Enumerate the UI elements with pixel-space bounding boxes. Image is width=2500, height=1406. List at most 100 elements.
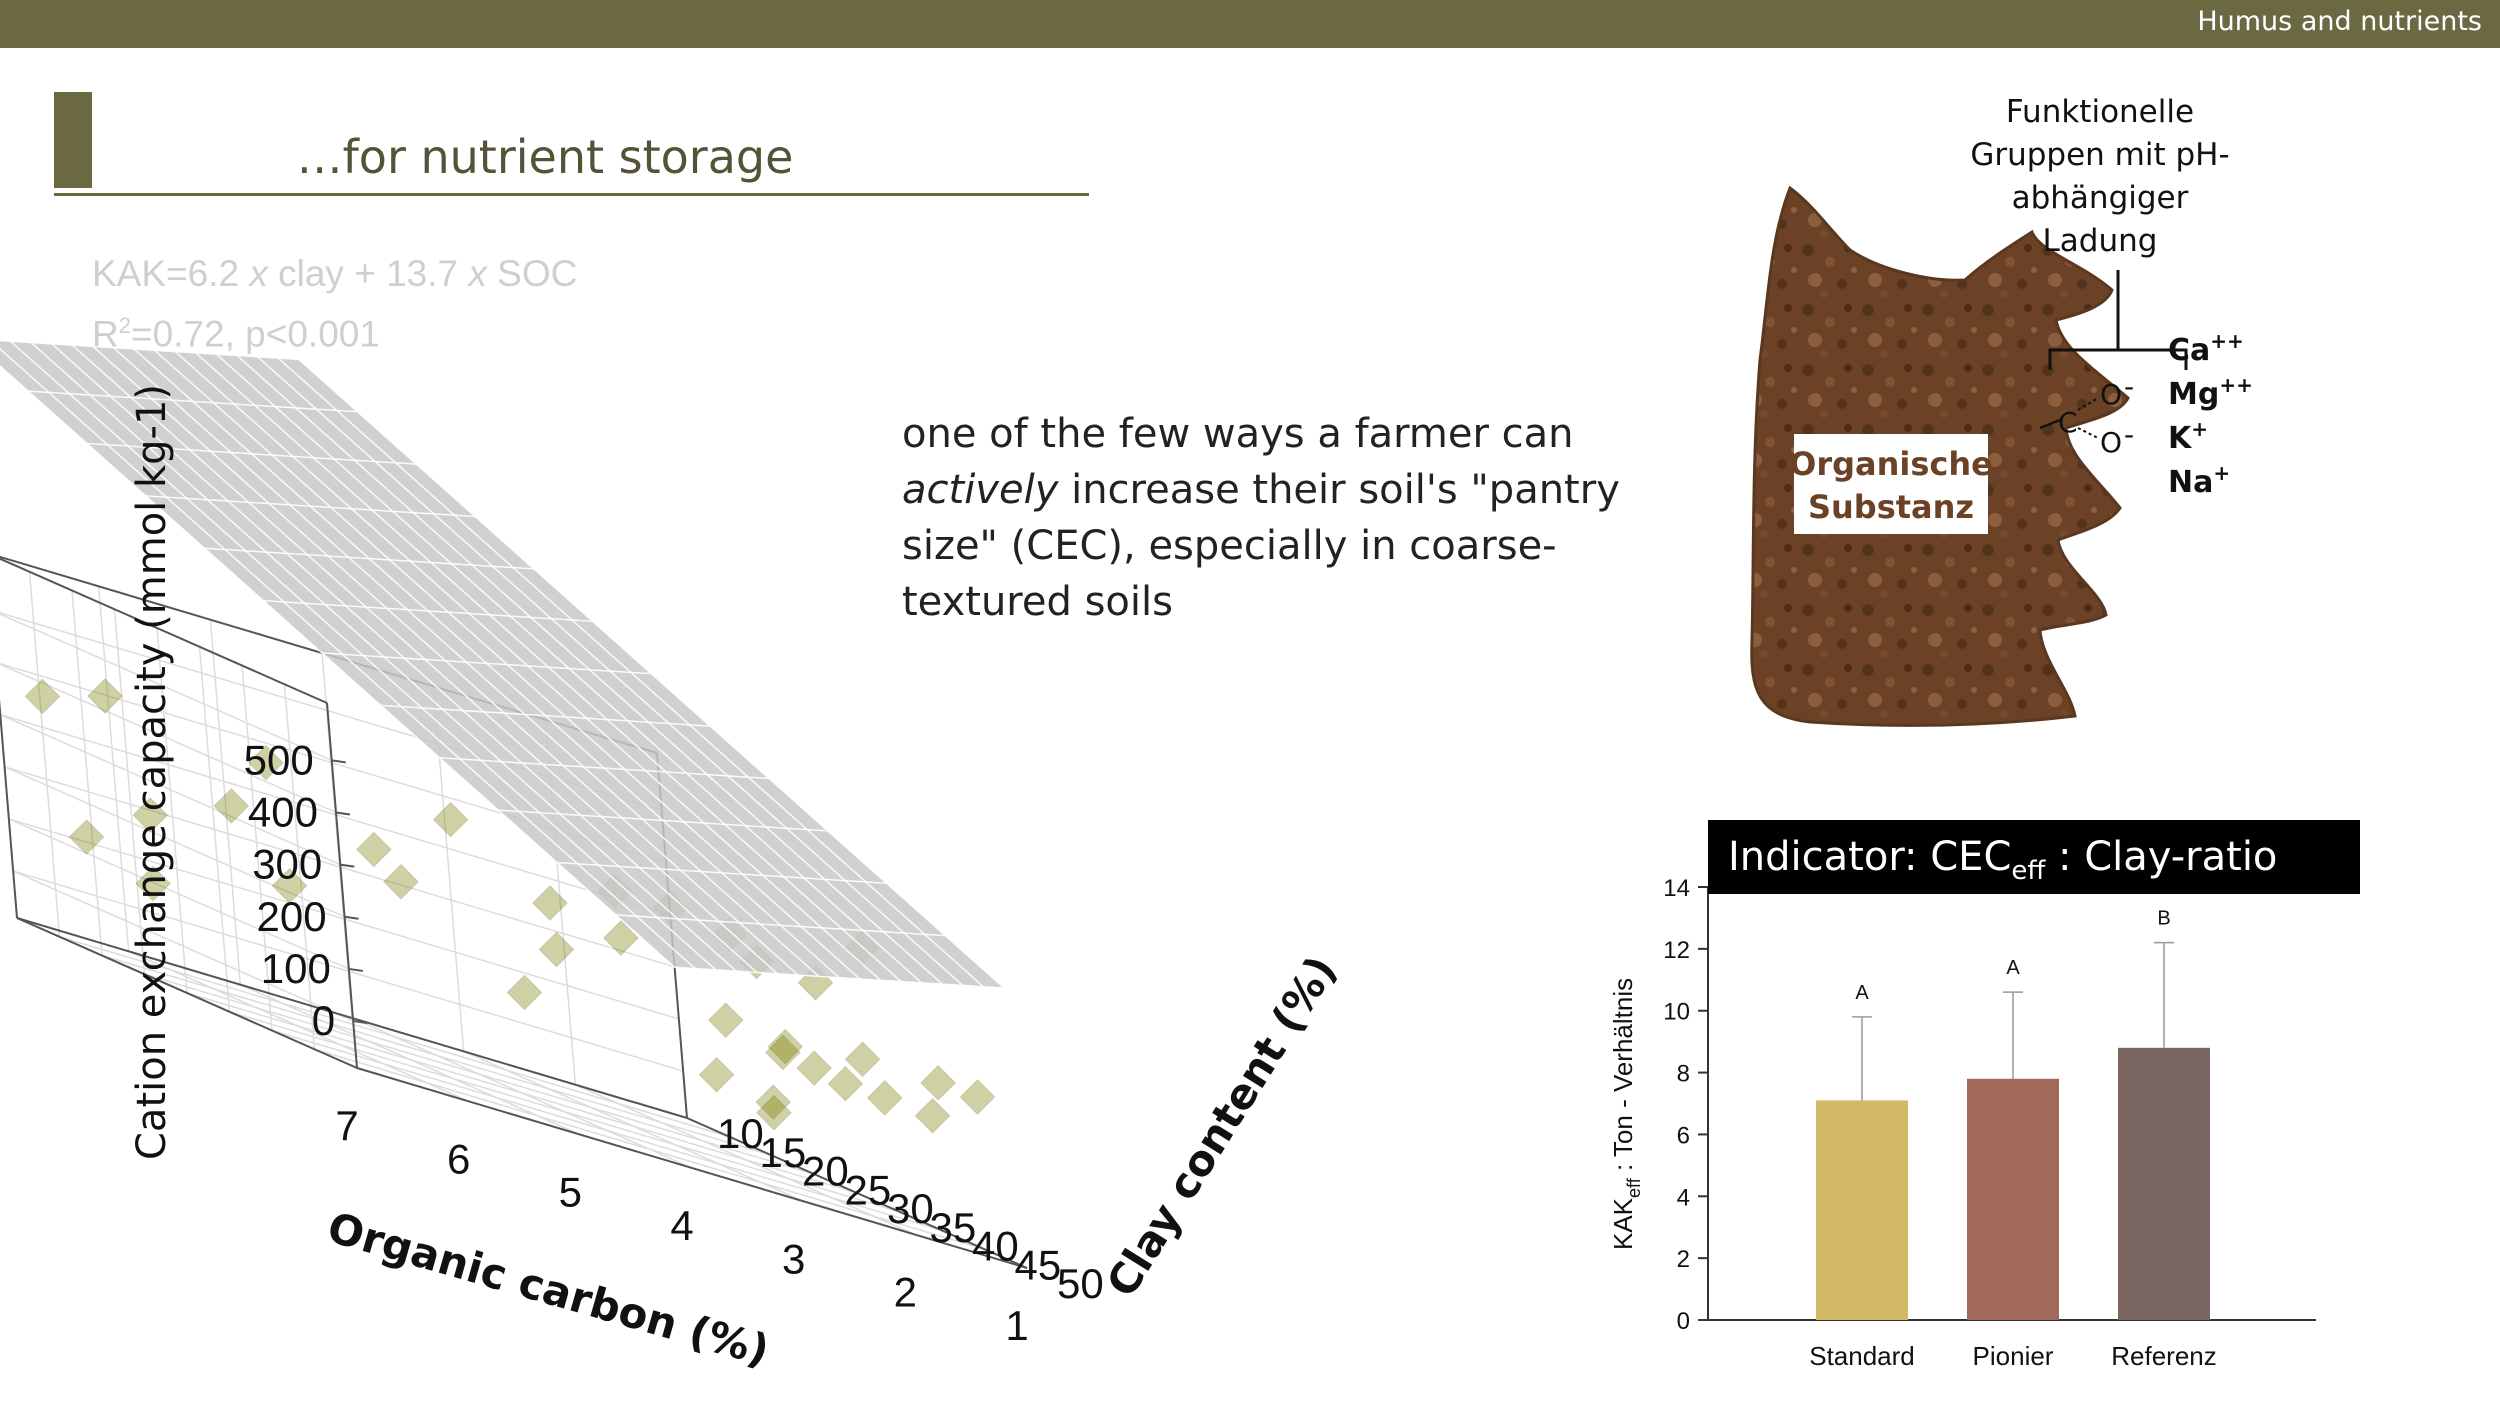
carboxyl-charge: -	[2124, 418, 2134, 451]
bar-y-tick-label: 10	[1663, 999, 1690, 1026]
bar-y-tick-label: 12	[1663, 937, 1690, 964]
functional-groups-annotation: Gruppen mit pH-	[1970, 137, 2229, 173]
x-tick-label: 6	[447, 1135, 470, 1182]
bar-y-tick-label: 6	[1677, 1122, 1690, 1149]
z-tick-label: 400	[248, 789, 318, 836]
cation-charge: +	[2191, 417, 2208, 441]
data-point	[214, 789, 248, 823]
z-tick-label: 500	[244, 736, 314, 783]
z-tick-label: 200	[256, 893, 326, 940]
y-tick-label: 40	[972, 1223, 1019, 1270]
carboxyl-bond	[2078, 428, 2098, 438]
data-point	[88, 679, 122, 713]
x-tick-label: 4	[670, 1202, 693, 1249]
cation-charge: +	[2213, 461, 2230, 485]
plane-grid-line	[216, 354, 921, 983]
callout-text: one of the few ways a farmer can activel…	[902, 406, 1622, 630]
x-tick-label: 2	[894, 1269, 917, 1316]
data-point	[25, 679, 59, 713]
bar-y-axis-title-rest: : Ton - Verhältnis	[1608, 978, 1638, 1178]
functional-groups-annotation: abhängiger	[2012, 180, 2189, 216]
cation-charge: ++	[2219, 373, 2253, 397]
data-point	[868, 1081, 902, 1115]
cation-charge: ++	[2210, 329, 2244, 353]
y-tick-label: 25	[845, 1166, 892, 1213]
bar-category-label: Standard	[1809, 1341, 1915, 1371]
significance-letter: A	[1855, 982, 1869, 1004]
data-point	[828, 1067, 862, 1101]
bar	[1816, 1100, 1908, 1320]
data-point	[921, 1066, 955, 1100]
bar-y-tick-label: 14	[1663, 875, 1690, 902]
bar-y-axis-title-subscript: eff	[1624, 1177, 1644, 1198]
grid-line	[102, 956, 772, 1156]
data-point	[700, 1058, 734, 1092]
functional-groups-annotation: Funktionelle	[2006, 94, 2194, 130]
bar	[2118, 1048, 2210, 1320]
x-tick-label: 1	[1005, 1302, 1028, 1349]
axis-box-edge	[0, 553, 17, 918]
plane-grid-line	[93, 346, 798, 975]
x-axis-title: Organic carbon (%)	[322, 1203, 774, 1376]
bar-chart-title: Indicator: CECeff : Clay-ratio	[1708, 820, 2360, 894]
grid-line	[272, 1031, 942, 1231]
carboxyl-oxygen: O	[2100, 426, 2122, 459]
bar-title-subscript: eff	[2011, 856, 2045, 886]
bar-y-tick-label: 0	[1677, 1308, 1690, 1335]
y-tick-label: 45	[1015, 1241, 1062, 1288]
y-tick-label: 30	[887, 1185, 934, 1232]
y-tick-label: 35	[930, 1204, 977, 1251]
axis-tick	[340, 865, 354, 867]
cec-clay-ratio-bar-chart: 0 2 4 6 8 10 12 14 KAKeff : Ton - Verhältnis A Sta…	[1608, 875, 2316, 1371]
cation-label: K+	[2168, 417, 2208, 456]
x-tick-label: 3	[782, 1235, 805, 1282]
cation-label: Na+	[2168, 461, 2230, 500]
bar-title-main: Indicator: CEC	[1728, 834, 2011, 880]
data-point	[797, 1051, 831, 1085]
carboxyl-charge: -	[2124, 370, 2134, 403]
y-tick-label: 15	[760, 1129, 807, 1176]
z-tick-label: 100	[261, 945, 331, 992]
x-tick-label: 5	[559, 1169, 582, 1216]
data-point	[384, 865, 418, 899]
carboxyl-oxygen: O	[2100, 378, 2122, 411]
axis-tick	[345, 917, 359, 919]
bar	[1967, 1079, 2059, 1320]
z-axis-title: Cation exchange capacity (mmol kg-1)	[129, 384, 175, 1160]
bar-y-tick-label: 4	[1677, 1184, 1690, 1211]
bar-category-label: Pionier	[1973, 1341, 2054, 1371]
data-point	[539, 932, 573, 966]
data-point	[70, 820, 104, 854]
cation-label: Ca++	[2168, 329, 2244, 368]
bar-y-tick-label: 8	[1677, 1061, 1690, 1088]
axis-tick	[349, 969, 363, 971]
data-point	[846, 1042, 880, 1076]
cation-label: Mg++	[2168, 373, 2253, 412]
data-point	[960, 1080, 994, 1114]
z-tick-label: 0	[312, 997, 335, 1044]
grid-line	[315, 1049, 985, 1249]
grid-line	[200, 647, 230, 1012]
callout-part: one of the few ways a farmer can	[902, 411, 1574, 457]
significance-letter: A	[2006, 957, 2020, 979]
bar-title-rest: : Clay-ratio	[2045, 834, 2277, 880]
y-axis-title: Clay content (%)	[1097, 947, 1346, 1305]
y-tick-label: 50	[1057, 1260, 1104, 1307]
organic-label-line-2: Substanz	[1808, 488, 1974, 526]
callout-emphasis: actively	[902, 467, 1058, 513]
axis-box-edge	[17, 918, 687, 1118]
bar-y-tick-label: 2	[1677, 1246, 1690, 1273]
data-point	[916, 1099, 950, 1133]
functional-groups-annotation: Ladung	[2043, 223, 2158, 259]
significance-letter: B	[2157, 908, 2170, 930]
data-point	[507, 975, 541, 1009]
plane-grid-line	[134, 349, 839, 978]
bar-category-label: Referenz	[2111, 1341, 2217, 1371]
z-tick-label: 300	[252, 841, 322, 888]
bar-y-axis-title: KAKeff : Ton - Verhältnis	[1608, 978, 1644, 1250]
data-point	[709, 1003, 743, 1037]
axis-tick	[336, 813, 350, 815]
data-point	[434, 803, 468, 837]
carboxyl-carbon: C	[2058, 406, 2078, 439]
organic-matter-diagram: OrganischeSubstanzFunktionelleGruppen mi…	[1752, 94, 2253, 725]
